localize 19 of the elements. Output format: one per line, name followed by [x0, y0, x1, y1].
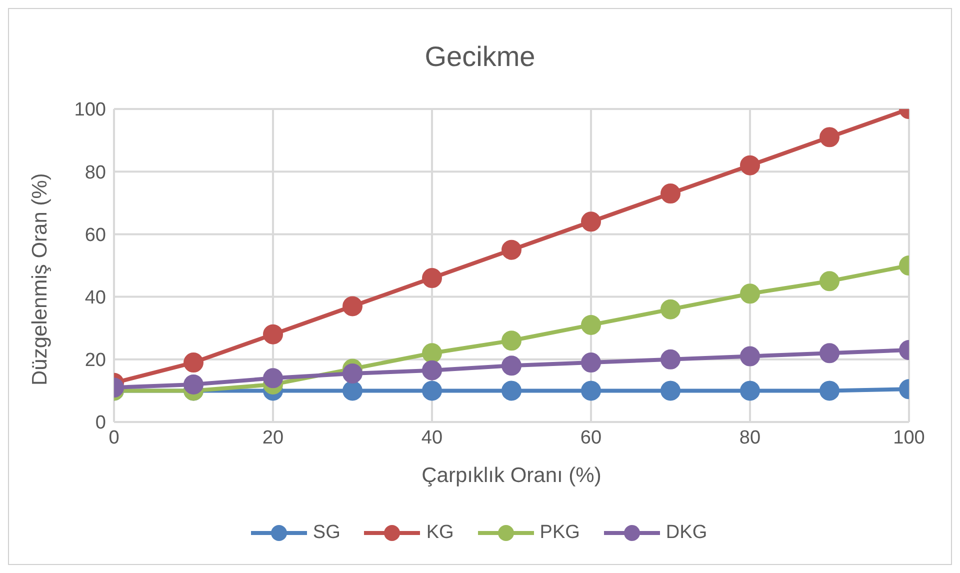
x-tick-label: 40 — [421, 427, 443, 448]
y-tick-label: 40 — [84, 288, 106, 309]
x-tick-label: 60 — [580, 427, 602, 448]
x-tick-label: 20 — [262, 427, 284, 448]
x-tick-label: 100 — [893, 427, 925, 448]
y-tick-label: 60 — [84, 224, 106, 246]
chart-title: Gecikme — [424, 41, 536, 73]
y-tick-label: 80 — [84, 162, 106, 184]
x-tick-label: 80 — [739, 427, 761, 448]
y-tick-label: 0 — [95, 412, 106, 434]
y-tick-label: 100 — [74, 100, 106, 121]
y-axis-title: Düzgelenmiş Oran (%) — [28, 173, 52, 386]
y-tick-label: 20 — [84, 350, 106, 372]
legend-label: DKG — [664, 522, 708, 544]
legend-label: SG — [312, 522, 340, 544]
legend-label: KG — [425, 522, 454, 544]
x-axis-title: Çarpıklık Oranı (%) — [422, 464, 602, 487]
legend-label: PKG — [538, 522, 580, 544]
x-tick-label: 0 — [108, 427, 120, 448]
